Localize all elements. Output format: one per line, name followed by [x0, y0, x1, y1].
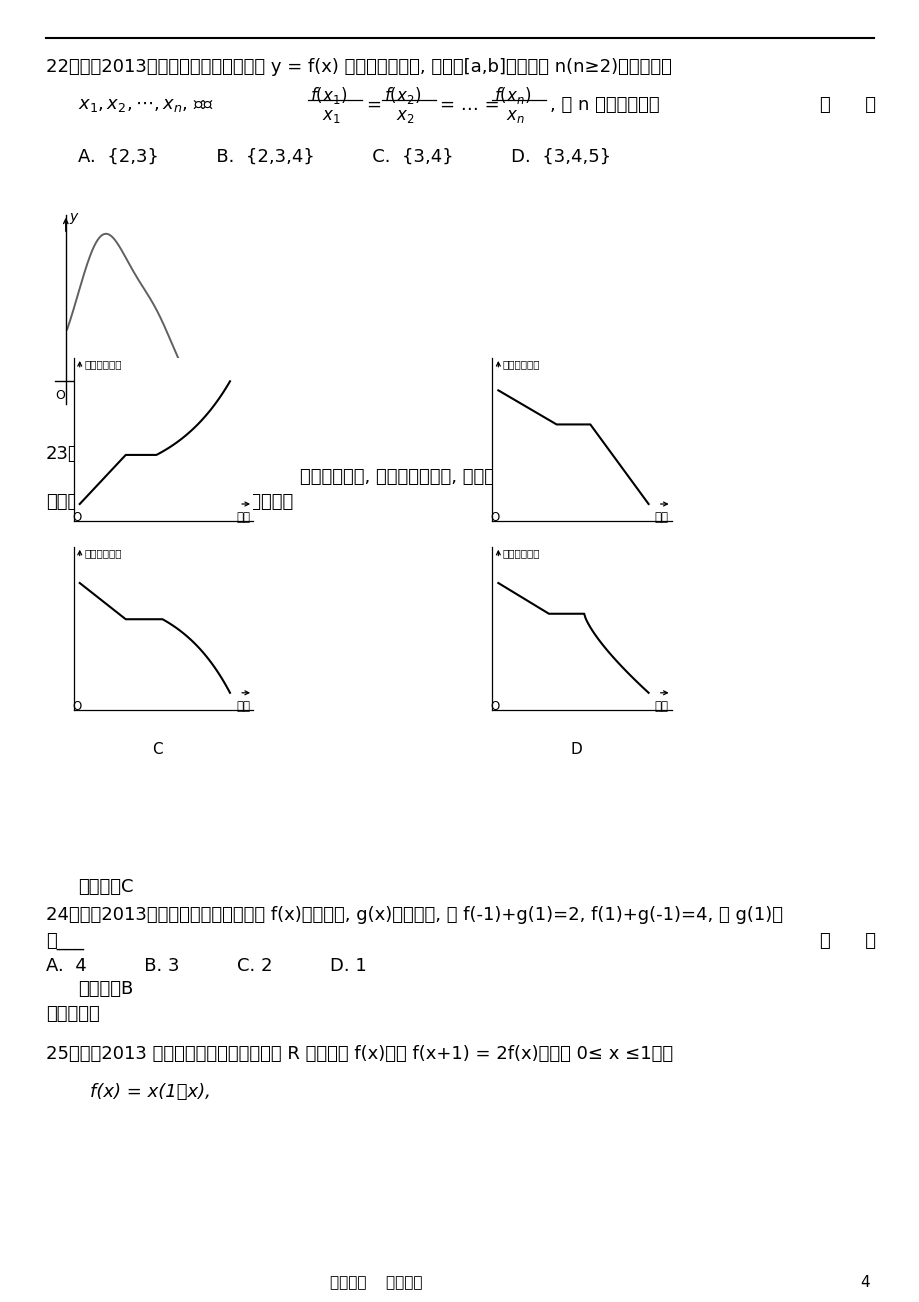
- Text: 时间: 时间: [654, 510, 668, 523]
- Text: 距学校的距离: 距学校的距离: [85, 548, 121, 557]
- Text: 【答案】C: 【答案】C: [78, 878, 133, 896]
- Text: = … =: = … =: [439, 96, 499, 115]
- Text: O: O: [490, 510, 499, 523]
- Text: 23．．（2013年高考湖北卷（文））: 23．．（2013年高考湖北卷（文））: [46, 445, 254, 464]
- Text: O: O: [72, 510, 81, 523]
- Text: a: a: [77, 391, 85, 404]
- Text: $f(x_n)$: $f(x_n)$: [494, 85, 530, 105]
- Text: $f(x_2)$: $f(x_2)$: [383, 85, 421, 105]
- Text: f(x) = x(1－x),: f(x) = x(1－x),: [90, 1083, 210, 1101]
- Text: 25．．（2013 年高考安徽（文））定义在 R 上的函数 f(x)满足 f(x+1) = 2f(x)．若当 0≤ x ≤1时，: 25．．（2013 年高考安徽（文））定义在 R 上的函数 f(x)满足 f(x…: [46, 1046, 673, 1062]
- Text: 24．．（2013年高考湖南（文））已知 f(x)是奇函数, g(x)是偶函数, 且 f(-1)+g(1)=2, f(1)+g(-1)=4, 则 g(1)等: 24．．（2013年高考湖南（文））已知 f(x)是奇函数, g(x)是偶函数,…: [46, 906, 782, 924]
- Text: $x_1,x_2,\cdots,x_n$, 使得: $x_1,x_2,\cdots,x_n$, 使得: [78, 96, 213, 115]
- Text: （      ）: （ ）: [819, 932, 875, 950]
- Text: 小明骑车上学, 开始时匀速行驶, 途中因交通堵塞停留了一段时间, 后为了赶: 小明骑车上学, 开始时匀速行驶, 途中因交通堵塞停留了一段时间, 后为了赶: [300, 467, 667, 486]
- Text: 距学校的距离: 距学校的距离: [503, 548, 539, 557]
- Text: A.  4          B. 3          C. 2          D. 1: A. 4 B. 3 C. 2 D. 1: [46, 957, 367, 975]
- Text: , 则 n 的取值范围为: , 则 n 的取值范围为: [550, 96, 659, 115]
- Text: x: x: [223, 388, 232, 402]
- Text: A: A: [153, 553, 163, 568]
- Text: $f(x_1)$: $f(x_1)$: [310, 85, 346, 105]
- Text: 距学校的距离: 距学校的距离: [85, 359, 121, 368]
- Text: $x_2$: $x_2$: [395, 107, 414, 125]
- Text: D: D: [570, 742, 582, 756]
- Text: 实用文档    专业整理: 实用文档 专业整理: [330, 1275, 422, 1290]
- Text: 时间: 时间: [654, 699, 668, 712]
- Text: 距学校的距离: 距学校的距离: [503, 359, 539, 368]
- Text: 时间: 时间: [236, 510, 250, 523]
- Text: 【答案】B: 【答案】B: [78, 421, 133, 437]
- Text: B: B: [571, 553, 581, 568]
- Text: 22．．（2013年高考安徽（文））函数 y = f(x) 的图像如图所示, 在区间[a,b]上可找到 n(n≥2)个不同的数: 22．．（2013年高考安徽（文））函数 y = f(x) 的图像如图所示, 在…: [46, 59, 671, 76]
- Text: 【答案】B: 【答案】B: [78, 980, 133, 999]
- Text: O: O: [490, 699, 499, 712]
- Text: $x_1$: $x_1$: [322, 107, 340, 125]
- Text: b: b: [196, 391, 203, 404]
- Text: $x_n$: $x_n$: [505, 107, 524, 125]
- Text: 于___: 于___: [46, 932, 84, 950]
- Text: C: C: [153, 742, 163, 756]
- Text: （      ）: （ ）: [819, 96, 875, 115]
- Text: 二、填空题: 二、填空题: [46, 1005, 99, 1023]
- Text: 时间加快速度行驶．与以上事件吻合得最好的图象是: 时间加快速度行驶．与以上事件吻合得最好的图象是: [46, 493, 293, 510]
- Text: =: =: [366, 96, 380, 115]
- Text: 时间: 时间: [236, 699, 250, 712]
- Text: O: O: [72, 699, 81, 712]
- Text: 4: 4: [859, 1275, 869, 1290]
- Text: A.  {2,3}          B.  {2,3,4}          C.  {3,4}          D.  {3,4,5}: A. {2,3} B. {2,3,4} C. {3,4} D. {3,4,5}: [78, 148, 610, 165]
- Text: y: y: [69, 210, 77, 224]
- Text: O: O: [56, 389, 65, 402]
